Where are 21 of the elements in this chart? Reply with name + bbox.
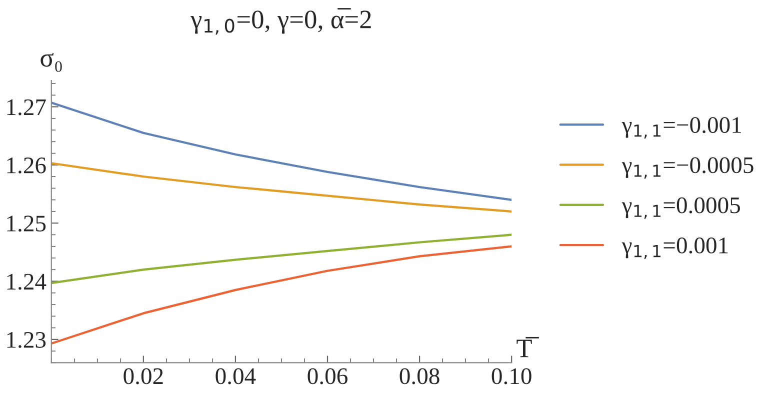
x-axis-title: T̅ (516, 336, 539, 358)
y-tick-label: 1.25 (7, 216, 46, 232)
x-tick-label: 0.06 (308, 368, 348, 384)
legend-label: γ$_{1,1}$=0.0005 (622, 197, 740, 219)
line-series (51, 102, 512, 201)
legend-label: γ$_{1,1}$=0.001 (622, 238, 728, 259)
x-tick-label: 0.04 (216, 368, 256, 384)
line-series (51, 234, 512, 284)
y-tick-label: 1.24 (7, 274, 46, 290)
y-tick-label: 1.27 (7, 99, 46, 116)
chart-title: γ$_{1,0}$=0, γ=0, α̅=2 (190, 8, 371, 35)
legend-label: γ$_{1,1}$=−0.001 (622, 117, 741, 139)
y-axis-title: σ₀ (40, 53, 62, 72)
y-tick-label: 1.23 (7, 332, 46, 348)
x-tick-label: 0.02 (124, 368, 163, 384)
line-series (51, 245, 512, 345)
y-tick-label: 1.26 (7, 157, 46, 174)
x-tick-label: 0.08 (400, 368, 440, 384)
line-series (51, 162, 512, 213)
legend-label: γ$_{1,1}$=−0.0005 (622, 157, 754, 179)
x-tick-label: 0.10 (492, 368, 532, 384)
